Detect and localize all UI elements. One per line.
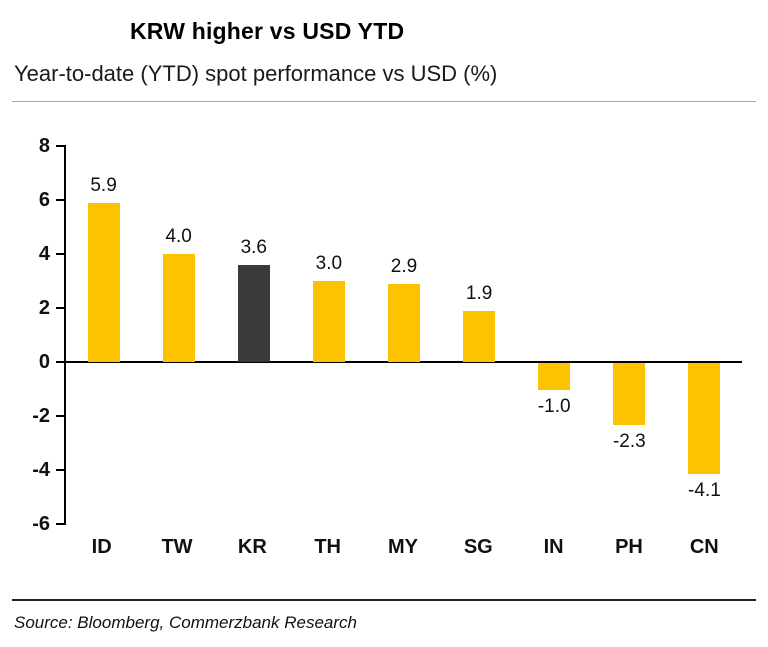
bar-cn — [688, 363, 721, 474]
y-tick-label: 8 — [38, 135, 50, 157]
bar-chart: 8 6 4 2 0 -2 -4 -6 5.9 4.0 3.6 3.0 2.9 1.9 -1.0 -2.3 -4… — [12, 135, 756, 559]
x-axis-labels: ID TW KR TH MY SG IN PH CN — [64, 536, 742, 559]
y-tick-mark — [56, 469, 66, 471]
y-tick-label: 6 — [38, 189, 50, 211]
bar-in — [538, 363, 571, 390]
y-tick-label: -4 — [32, 459, 50, 481]
y-tick-mark — [56, 361, 66, 363]
category-label-ph: PH — [615, 536, 643, 558]
chart-title: KRW higher vs USD YTD — [130, 18, 405, 44]
y-tick-label: -6 — [32, 513, 50, 535]
bar-value-label: 5.9 — [90, 174, 117, 196]
y-tick-mark — [56, 253, 66, 255]
y-tick-mark — [56, 307, 66, 309]
bar-value-label: 2.9 — [390, 255, 418, 277]
bar-id — [87, 202, 120, 362]
bar-column-th: 3.0 — [291, 146, 366, 524]
top-divider — [12, 101, 756, 102]
y-tick-label: 0 — [38, 351, 50, 373]
plot-area: 5.9 4.0 3.6 3.0 2.9 1.9 -1.0 -2.3 -4.1 — [56, 145, 742, 525]
bar-column-in: -1.0 — [517, 146, 592, 524]
category-label-in: IN — [543, 536, 564, 558]
bar-value-label: -4.1 — [688, 479, 721, 501]
category-label-th: TH — [314, 536, 341, 558]
category-label-my: MY — [387, 536, 418, 558]
bar-column-ph: -2.3 — [592, 146, 667, 524]
bar-column-id: 5.9 — [66, 146, 141, 524]
bar-columns: 5.9 4.0 3.6 3.0 2.9 1.9 -1.0 -2.3 -4.1 — [66, 146, 742, 524]
bar-column-kr: 3.6 — [216, 146, 291, 524]
bar-value-label: 4.0 — [165, 226, 192, 247]
category-label-tw: TW — [161, 536, 193, 558]
bar-kr — [237, 264, 270, 362]
y-tick-label: -2 — [32, 405, 50, 427]
bar-column-cn: -4.1 — [667, 146, 742, 524]
bar-my — [387, 283, 420, 362]
bar-sg — [463, 310, 496, 362]
source-note: Source: Bloomberg, Commerzbank Research — [14, 613, 357, 632]
y-tick-mark — [56, 415, 66, 417]
y-tick-mark — [56, 199, 66, 201]
bar-column-tw: 4.0 — [141, 146, 216, 524]
chart-subtitle: Year-to-date (YTD) spot performance vs U… — [14, 61, 498, 86]
bar-value-label: 3.6 — [240, 236, 267, 258]
bar-ph — [613, 363, 646, 426]
bar-th — [312, 281, 345, 362]
y-tick-mark — [56, 523, 66, 525]
bar-value-label: -2.3 — [612, 431, 646, 453]
category-label-id: ID — [91, 536, 112, 558]
bar-value-label: 1.9 — [465, 282, 493, 304]
bottom-divider — [12, 599, 756, 601]
bar-tw — [162, 254, 195, 362]
y-axis: 8 6 4 2 0 -2 -4 -6 — [12, 135, 64, 535]
bar-value-label: 3.0 — [315, 253, 343, 274]
y-tick-mark — [56, 145, 66, 147]
plot-region: 5.9 4.0 3.6 3.0 2.9 1.9 -1.0 -2.3 -4.1 ID TW KR TH M… — [56, 145, 742, 559]
bar-value-label: -1.0 — [537, 396, 571, 417]
category-label-cn: CN — [689, 536, 719, 558]
bar-column-sg: 1.9 — [442, 146, 517, 524]
y-tick-label: 4 — [38, 243, 50, 265]
y-tick-label: 2 — [38, 297, 50, 319]
category-label-kr: KR — [237, 536, 267, 558]
bar-column-my: 2.9 — [366, 146, 441, 524]
zero-axis-line — [66, 361, 742, 363]
category-label-sg: SG — [463, 536, 493, 558]
